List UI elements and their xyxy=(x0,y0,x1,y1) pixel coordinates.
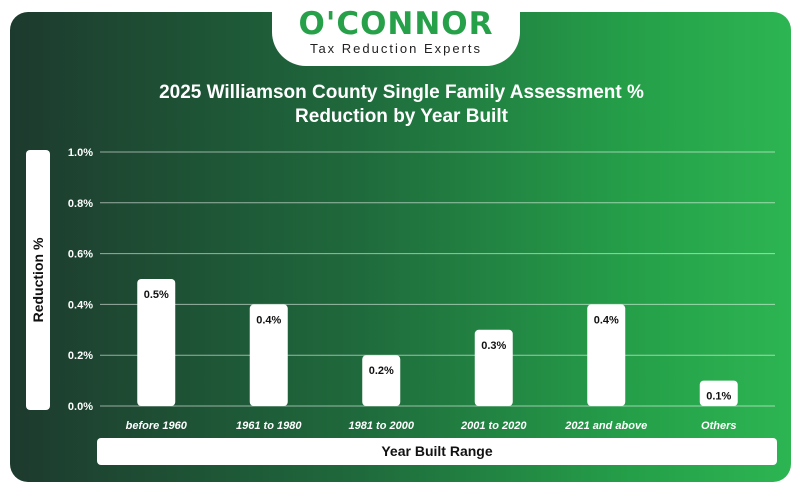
y-tick-label: 0.4% xyxy=(68,299,93,311)
x-category-label: 1981 to 2000 xyxy=(349,420,415,432)
y-tick-label: 0.0% xyxy=(68,401,93,413)
x-category-label: 1961 to 1980 xyxy=(236,420,302,432)
x-axis-label: Year Built Range xyxy=(381,443,493,459)
bar-data-label: 0.3% xyxy=(481,340,506,352)
chart-title-line1: 2025 Williamson County Single Family Ass… xyxy=(159,82,644,103)
bar xyxy=(362,355,401,406)
y-tick-label: 1.0% xyxy=(68,147,93,159)
bar xyxy=(249,304,288,406)
bar xyxy=(474,329,513,406)
bar-data-label: 0.1% xyxy=(706,391,731,403)
x-category-label: 2001 to 2020 xyxy=(460,420,527,432)
bar-data-label: 0.2% xyxy=(369,365,394,377)
x-axis-label-box xyxy=(97,438,777,465)
chart-title-line2: Reduction by Year Built xyxy=(295,106,508,127)
x-category-label: before 1960 xyxy=(126,420,188,432)
bar xyxy=(587,304,626,406)
y-tick-label: 0.6% xyxy=(68,249,93,261)
bar-data-label: 0.5% xyxy=(144,289,169,301)
bar xyxy=(137,279,176,406)
x-category-label: 2021 and above xyxy=(564,420,647,432)
y-tick-label: 0.2% xyxy=(68,350,93,362)
logo-tab: O'CONNOR Tax Reduction Experts xyxy=(272,0,520,66)
company-tagline: Tax Reduction Experts xyxy=(309,41,483,56)
y-tick-label: 0.8% xyxy=(68,198,93,210)
bar-data-label: 0.4% xyxy=(594,314,619,326)
company-logo: O'CONNOR xyxy=(298,6,494,42)
x-category-label: Others xyxy=(701,420,736,432)
bar xyxy=(699,380,738,406)
y-axis-label-box xyxy=(26,150,50,410)
bar-data-label: 0.4% xyxy=(256,314,281,326)
